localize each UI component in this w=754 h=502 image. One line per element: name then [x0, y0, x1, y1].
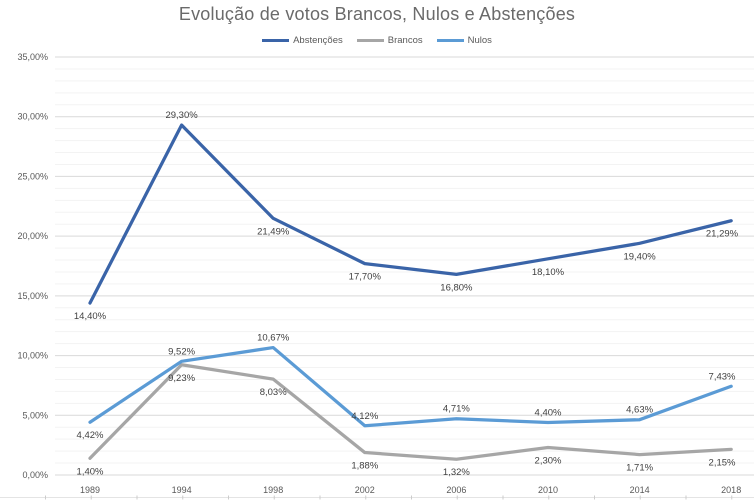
data-label-brancos-2006: 1,32% — [443, 467, 470, 478]
data-label-abstenes-1998: 21,49% — [257, 226, 290, 237]
data-label-brancos-1989: 1,40% — [77, 466, 104, 477]
data-label-nulos-2002: 4,12% — [351, 411, 378, 422]
chart-title: Evolução de votos Brancos, Nulos e Abste… — [178, 4, 576, 24]
legend-item-nulos: Nulos — [436, 35, 492, 46]
data-label-abstenes-2018: 21,29% — [706, 229, 739, 240]
legend-label-nulos: Nulos — [467, 35, 492, 46]
data-label-abstenes-2014: 19,40% — [623, 251, 656, 262]
data-label-nulos-1989: 4,42% — [77, 430, 104, 441]
data-label-brancos-2018: 2,15% — [709, 457, 736, 468]
data-label-brancos-2010: 2,30% — [535, 456, 562, 467]
y-axis-tick-label: 0,00% — [22, 470, 48, 480]
data-label-nulos-2010: 4,40% — [535, 407, 562, 418]
legend-swatch-nulos — [436, 39, 464, 42]
x-axis-tick-label: 1994 — [172, 485, 192, 495]
series-line-brancos — [88, 363, 733, 461]
data-label-abstenes-2002: 17,70% — [349, 272, 382, 283]
series-line-abstenes — [88, 123, 733, 305]
x-axis-tick-label: 2018 — [721, 485, 741, 495]
data-label-abstenes-1994: 29,30% — [165, 110, 198, 121]
x-axis-tick-label: 2014 — [630, 485, 650, 495]
data-label-brancos-2002: 1,88% — [351, 461, 378, 472]
data-label-nulos-1998: 10,67% — [257, 333, 290, 344]
legend-swatch-brancos — [356, 39, 384, 42]
data-label-brancos-1998: 8,03% — [260, 387, 287, 398]
x-axis-tick-label: 2002 — [355, 485, 375, 495]
legend-label-abstencoes: Abstenções — [293, 35, 343, 46]
series-line-nulos — [88, 345, 733, 428]
legend-label-brancos: Brancos — [387, 35, 423, 46]
data-label-brancos-1994: 9,23% — [168, 373, 195, 384]
data-label-abstenes-2006: 16,80% — [440, 282, 473, 293]
x-axis-tick-label: 1998 — [263, 485, 283, 495]
data-label-nulos-1994: 9,52% — [168, 346, 195, 357]
data-label-nulos-2018: 7,43% — [709, 371, 736, 382]
data-label-abstenes-1989: 14,40% — [74, 311, 107, 322]
y-axis-tick-label: 35,00% — [17, 52, 48, 62]
legend-item-abstencoes: Abstenções — [262, 35, 343, 46]
data-label-nulos-2014: 4,63% — [626, 405, 653, 416]
x-axis-tick-label: 1989 — [80, 485, 100, 495]
legend-item-brancos: Brancos — [356, 35, 423, 46]
y-axis-tick-label: 25,00% — [17, 171, 48, 181]
y-axis-tick-label: 5,00% — [22, 410, 48, 420]
x-axis-tick-label: 2010 — [538, 485, 558, 495]
data-label-brancos-2014: 1,71% — [626, 463, 653, 474]
data-label-nulos-2006: 4,71% — [443, 404, 470, 415]
y-axis-tick-label: 30,00% — [17, 112, 48, 122]
y-axis-tick-label: 15,00% — [17, 291, 48, 301]
y-axis-tick-label: 20,00% — [17, 231, 48, 241]
x-axis-tick-label: 2006 — [446, 485, 466, 495]
legend-swatch-abstencoes — [262, 39, 290, 42]
data-label-abstenes-2010: 18,10% — [532, 267, 565, 278]
chart-legend: Abstenções Brancos Nulos — [0, 35, 754, 46]
y-axis-tick-label: 10,00% — [17, 351, 48, 361]
